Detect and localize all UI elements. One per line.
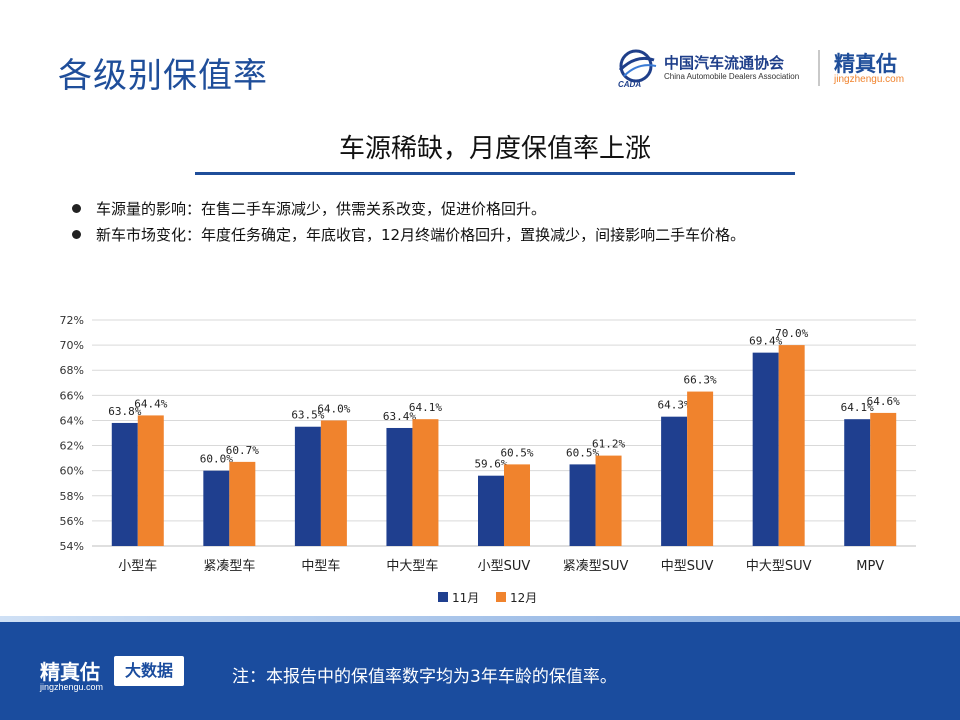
legend-label: 11月 [452, 591, 479, 605]
bar-nov [569, 464, 596, 546]
data-label: 64.1% [841, 401, 874, 414]
y-tick-label: 62% [60, 440, 84, 453]
x-tick-label: 小型SUV [478, 559, 531, 574]
bar-nov [478, 475, 504, 546]
data-label: 70.0% [775, 327, 808, 340]
y-tick-label: 72% [60, 314, 84, 327]
data-label: 63.5% [291, 409, 324, 422]
bar-chart: 54% 56% 58% 60% 62% 64% 66% 68% 70% 72% 63.8%64.4%… [60, 314, 916, 605]
x-tick-label: 紧凑型SUV [563, 559, 629, 574]
bar-dec [320, 420, 347, 546]
bar-dec [870, 412, 897, 546]
bullet-dot-icon [72, 204, 81, 213]
bar-dec [229, 461, 256, 546]
data-label: 59.6% [474, 458, 507, 471]
y-tick-label: 58% [60, 490, 84, 503]
x-tick-label: 小型车 [118, 558, 157, 574]
bar-dec [412, 419, 439, 546]
bar-dec [595, 455, 622, 546]
footer: 精真估 jingzhengu.com 大数据 注：本报告中的保值率数字均为3年车… [0, 622, 960, 720]
bar-nov [111, 422, 138, 546]
data-label: 64.0% [317, 402, 350, 415]
data-label: 60.5% [500, 446, 533, 459]
cada-mark-text: CADA [618, 80, 641, 88]
x-tick-label: 中大型SUV [746, 559, 812, 574]
data-label: 60.7% [226, 444, 259, 457]
y-tick-label: 56% [60, 515, 84, 528]
bar-dec [137, 415, 164, 546]
data-label: 60.0% [200, 453, 233, 466]
footer-badge: 大数据 [114, 656, 184, 686]
page-title: 各级别保值率 [58, 56, 268, 96]
bar-dec [504, 464, 530, 546]
x-tick-label: 中型车 [301, 558, 340, 574]
data-label: 63.4% [383, 410, 416, 423]
data-label: 61.2% [592, 438, 625, 451]
headline-rule [195, 172, 795, 175]
headline: 车源稀缺，月度保值率上涨 [338, 134, 651, 164]
logo-area: CADA 中国汽车流通协会 China Automobile Dealers A… [614, 48, 924, 88]
x-tick-label: MPV [856, 559, 884, 574]
y-tick-label: 60% [60, 465, 84, 478]
bar-nov [752, 352, 779, 546]
y-tick-label: 68% [60, 364, 84, 377]
y-tick-label: 54% [60, 540, 84, 553]
association-name-en: China Automobile Dealers Association [664, 72, 800, 81]
bullet-list: 车源量的影响：在售二手车源减少，供需关系改变，促进价格回升。 新车市场变化：年度… [68, 196, 745, 248]
bullet-item: 新车市场变化：年度任务确定，年底收官，12月终端价格回升，置换减少，间接影响二手… [68, 222, 745, 248]
bar-nov [203, 470, 230, 546]
x-tick-label: 中型SUV [661, 559, 714, 574]
data-label: 60.5% [566, 446, 599, 459]
bar-nov [844, 419, 871, 546]
logo-divider [818, 50, 820, 86]
bar-dec [778, 345, 805, 546]
x-tick-label: 中大型车 [386, 558, 438, 574]
legend-swatch-icon [496, 592, 506, 602]
legend-label: 12月 [510, 591, 537, 605]
y-tick-label: 66% [60, 389, 84, 402]
association-name: 中国汽车流通协会 [664, 54, 785, 72]
brand-url: jingzhengu.com [834, 74, 905, 85]
bar-nov [661, 416, 688, 546]
y-tick-label: 70% [60, 339, 84, 352]
data-label: 69.4% [749, 335, 782, 348]
data-label: 64.1% [409, 401, 442, 414]
bar-nov [386, 427, 413, 546]
footer-brand: 精真估 [40, 660, 100, 684]
data-label: 64.6% [867, 395, 900, 408]
footer-stripe [0, 616, 960, 624]
bar-nov [294, 426, 321, 546]
data-label: 64.3% [658, 399, 691, 412]
footer-note: 注：本报告中的保值率数字均为3年车龄的保值率。 [232, 667, 617, 687]
legend-swatch-icon [438, 592, 448, 602]
data-label: 66.3% [684, 374, 717, 387]
bullet-dot-icon [72, 230, 81, 239]
bar-dec [687, 391, 714, 546]
x-tick-label: 紧凑型车 [203, 558, 255, 574]
bullet-item: 车源量的影响：在售二手车源减少，供需关系改变，促进价格回升。 [68, 196, 745, 222]
bullet-text: 新车市场变化：年度任务确定，年底收官，12月终端价格回升，置换减少，间接影响二手… [96, 226, 746, 244]
data-label: 64.4% [134, 397, 167, 410]
brand-logo: 精真估 [834, 52, 897, 76]
cada-logo-icon: CADA [618, 49, 657, 88]
data-label: 63.8% [108, 405, 141, 418]
footer-brand-url: jingzhengu.com [40, 682, 104, 692]
y-tick-label: 64% [60, 414, 84, 427]
bullet-text: 车源量的影响：在售二手车源减少，供需关系改变，促进价格回升。 [96, 200, 547, 218]
